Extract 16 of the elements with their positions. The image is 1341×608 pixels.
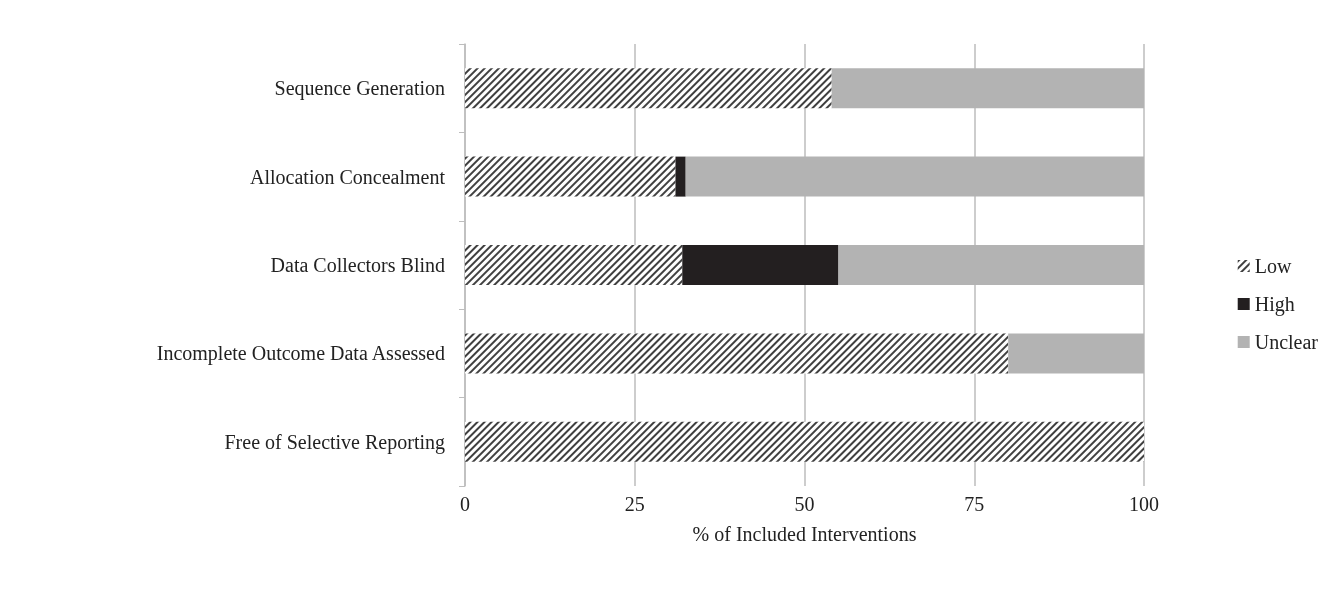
x-tick-label: 0 (460, 493, 470, 515)
y-tick-label: Free of Selective Reporting (224, 430, 445, 454)
x-tick-label: 75 (964, 493, 985, 515)
x-axis-title: % of Included Interventions (692, 523, 917, 545)
legend-label: Unclear (1254, 331, 1319, 353)
y-tick-label: Sequence Generation (274, 77, 445, 101)
y-tick-label: Allocation Concealment (250, 165, 446, 188)
legend-label: High (1254, 293, 1295, 316)
y-tick-label: Incomplete Outcome Data Assessed (156, 342, 445, 366)
x-tick-label: 25 (624, 493, 645, 515)
bar (675, 156, 686, 197)
bar (682, 245, 839, 285)
legend-label: Low (1254, 255, 1292, 277)
x-tick-label: 100 (1129, 493, 1159, 515)
x-tick-label: 50 (794, 493, 815, 515)
y-tick-label: Data Collectors Blind (270, 254, 445, 276)
